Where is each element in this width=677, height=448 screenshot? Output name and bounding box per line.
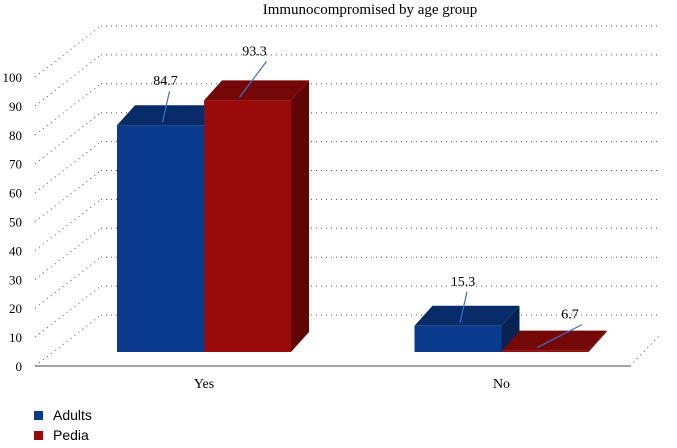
data-label: 93.3 [242,44,267,59]
gridline-depth [34,141,102,193]
gridline-depth [34,83,102,136]
y-tick-label: 70 [9,157,22,172]
data-label-leader [161,91,171,123]
y-tick-label: 20 [9,301,22,316]
gridline-depth [34,285,102,338]
gridline-depth [34,227,102,280]
bar-side [291,80,309,352]
y-tick-label: 40 [9,243,22,258]
legend-label: Adults [53,407,92,423]
bar [204,100,291,352]
bar [414,325,502,352]
y-tick-label: 50 [9,215,22,230]
y-tick-label: 60 [9,186,22,201]
data-label: 84.7 [153,74,178,89]
gridline-depth [34,25,102,78]
gridline-floor [629,334,661,367]
data-label-leader [459,291,468,323]
chart-title: Immunocompromised by age group [263,2,478,18]
bar [501,350,589,352]
data-label: 15.3 [451,275,476,290]
bar-top [117,105,222,126]
data-label: 6.7 [561,308,579,323]
y-tick-label: 90 [9,99,22,114]
x-tick-label: Yes [194,377,214,392]
bar [117,125,204,352]
y-tick-label: 30 [9,272,22,287]
gridline-depth [34,314,102,367]
y-tick-label: 10 [9,330,22,345]
gridline-depth [34,54,102,107]
y-tick-label: 0 [16,359,23,374]
gridline-depth [34,112,102,165]
legend-item: Adults [34,405,92,425]
bar-side [501,305,520,352]
gridline-depth [34,170,102,222]
y-tick-label: 80 [9,128,22,143]
legend-swatch [34,430,43,440]
data-label-leader [239,61,267,98]
bar-top [414,305,520,326]
legend-item: Pedia [34,425,92,445]
legend-swatch [34,410,43,420]
bar-top [501,330,607,351]
gridline-depth [34,256,102,309]
legend: Adults Pedia [34,405,92,445]
data-label-leader [536,324,583,349]
y-tick-label: 100 [3,70,23,85]
bar-side [588,330,607,352]
legend-label: Pedia [53,427,89,443]
gridline-depth [34,199,102,251]
bar-top [204,80,309,101]
x-tick-label: No [493,377,510,392]
